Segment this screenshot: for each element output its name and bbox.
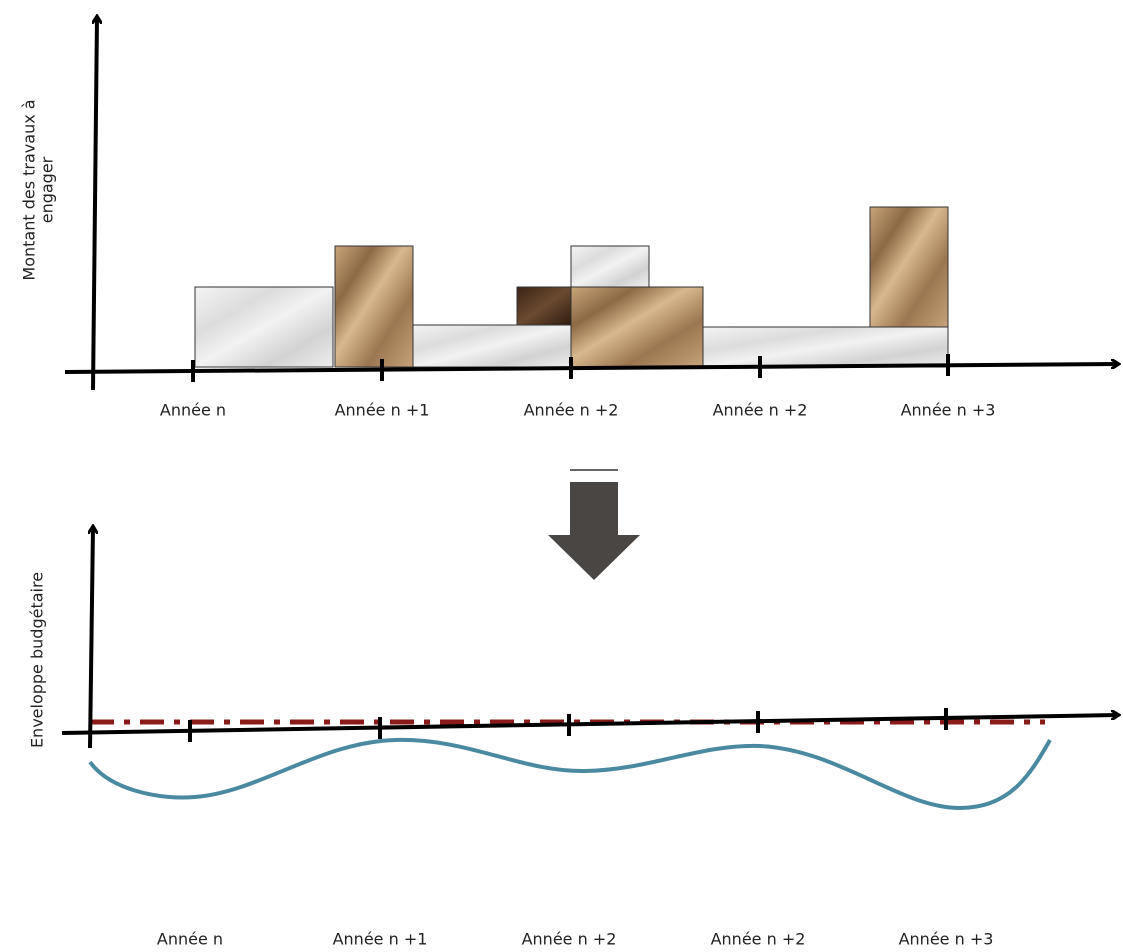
x-label: Année n +3 — [901, 401, 996, 420]
x-label: Année n — [157, 930, 223, 949]
blocks — [195, 207, 948, 367]
x-labels: Année n Année n +1 Année n +2 Année n +2 Ann… — [160, 401, 995, 420]
marble-block — [571, 246, 649, 287]
x-label: Année n +2 — [522, 930, 617, 949]
kraft-block — [335, 246, 413, 367]
x-label: Année n +2 — [711, 930, 806, 949]
y-axis-label: engager — [38, 156, 57, 223]
x-label: Année n +1 — [335, 401, 430, 420]
kraft-block — [571, 287, 703, 367]
x-label: Année n +3 — [899, 930, 994, 949]
dark-block — [517, 287, 571, 325]
y-axis-label: Montant des travaux à — [20, 99, 39, 280]
kraft-block — [870, 207, 948, 327]
diagram: Montant des travaux à engager Année nAnn… — [0, 0, 1123, 952]
y-axis — [90, 527, 93, 748]
marble-block — [413, 325, 571, 367]
arrow — [548, 482, 640, 580]
x-label: Année n +2 — [713, 401, 808, 420]
x-labels: Année n Année n +1 Année n +2 Année n +2 Ann… — [157, 930, 993, 949]
transition-arrow — [548, 470, 640, 580]
y-axis — [93, 17, 97, 390]
x-label: Année n +1 — [333, 930, 428, 949]
x-label: Année n — [160, 401, 226, 420]
y-axis-label: Enveloppe budgétaire — [28, 572, 47, 748]
marble-block — [703, 327, 948, 367]
marble-block — [195, 287, 333, 367]
x-label: Année n +2 — [524, 401, 619, 420]
spending-curve — [90, 740, 1050, 808]
